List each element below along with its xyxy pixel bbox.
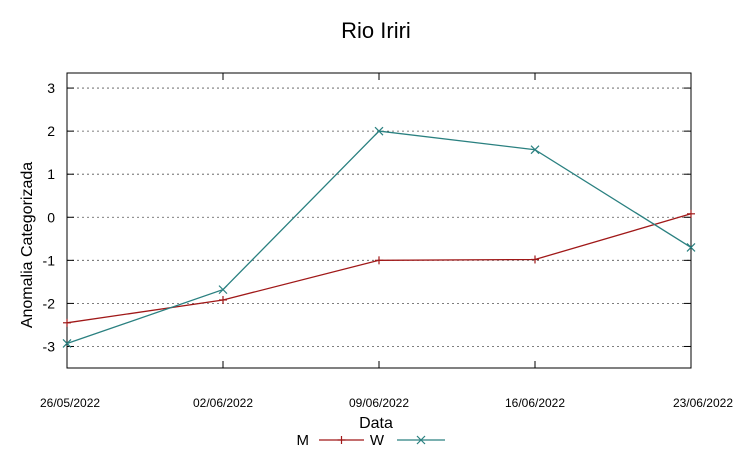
data-point-M — [687, 209, 695, 218]
x-tick-label: 26/05/2022 — [40, 396, 100, 410]
y-axis-label: Anomalia Categorizada — [19, 162, 36, 328]
data-point-M — [375, 256, 383, 265]
series-group — [62, 126, 696, 348]
data-point-M — [63, 318, 71, 327]
y-tick-label: -1 — [43, 252, 56, 268]
data-point-W — [374, 126, 384, 136]
y-tick-label: 1 — [47, 166, 55, 182]
x-axis-ticks: 26/05/2022 02/06/2022 09/06/2022 16/06/2022… — [40, 73, 733, 410]
x-tick-label: 09/06/2022 — [349, 396, 409, 410]
y-tick-label: 3 — [47, 80, 55, 96]
series-line-M — [66, 213, 692, 324]
y-tick-label: -2 — [43, 295, 56, 311]
x-tick-label: 23/06/2022 — [673, 396, 733, 410]
data-point-M — [531, 255, 539, 264]
data-point-W — [530, 145, 540, 155]
grid — [67, 87, 691, 347]
data-point-W — [686, 242, 696, 252]
legend-marker-W — [416, 435, 426, 445]
x-tick-label: 02/06/2022 — [193, 396, 253, 410]
x-axis-label: Data — [359, 415, 393, 432]
data-point-M — [219, 295, 227, 304]
legend-label-W: W — [370, 432, 385, 449]
x-tick-label: 16/06/2022 — [505, 396, 565, 410]
y-tick-label: -3 — [43, 338, 56, 354]
series-line-W — [66, 130, 692, 345]
legend-marker-M — [337, 436, 346, 444]
plot-frame — [66, 72, 692, 369]
data-point-W — [218, 285, 228, 295]
chart-title: Rio Iriri — [341, 18, 411, 43]
y-tick-label: 2 — [47, 123, 55, 139]
y-tick-label: 0 — [47, 209, 55, 225]
legend-label-M: M — [297, 432, 310, 449]
data-point-W — [62, 339, 72, 348]
